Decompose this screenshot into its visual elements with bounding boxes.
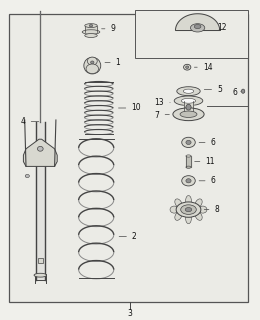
- Text: 8: 8: [204, 205, 219, 214]
- Text: 2: 2: [119, 232, 137, 241]
- Ellipse shape: [186, 155, 191, 157]
- Text: 9: 9: [102, 24, 115, 33]
- Ellipse shape: [82, 30, 100, 34]
- Ellipse shape: [87, 57, 97, 65]
- Ellipse shape: [34, 273, 47, 277]
- Ellipse shape: [184, 64, 191, 70]
- Ellipse shape: [25, 174, 29, 178]
- Ellipse shape: [85, 34, 97, 37]
- Ellipse shape: [84, 57, 101, 74]
- Ellipse shape: [181, 98, 196, 103]
- Text: 12: 12: [217, 23, 227, 32]
- Ellipse shape: [176, 202, 201, 217]
- Text: 5: 5: [204, 85, 222, 94]
- Text: 13: 13: [155, 98, 170, 107]
- Ellipse shape: [181, 205, 196, 214]
- Polygon shape: [85, 26, 97, 32]
- Ellipse shape: [186, 213, 191, 224]
- Ellipse shape: [186, 66, 189, 68]
- Ellipse shape: [242, 89, 245, 93]
- Text: 6: 6: [199, 176, 216, 185]
- Text: 11: 11: [195, 157, 215, 166]
- Polygon shape: [23, 139, 57, 166]
- Ellipse shape: [186, 140, 191, 145]
- Ellipse shape: [182, 137, 195, 148]
- Ellipse shape: [195, 199, 202, 208]
- Ellipse shape: [170, 206, 178, 213]
- Bar: [9, 14, 248, 302]
- Ellipse shape: [183, 89, 194, 93]
- FancyBboxPatch shape: [38, 258, 43, 263]
- Ellipse shape: [175, 212, 182, 220]
- Ellipse shape: [186, 196, 191, 206]
- Text: 6: 6: [199, 138, 216, 147]
- Text: 4: 4: [21, 117, 39, 126]
- Ellipse shape: [86, 64, 99, 74]
- Text: 1: 1: [105, 58, 120, 67]
- Ellipse shape: [175, 199, 182, 208]
- Text: 6: 6: [233, 88, 241, 97]
- Polygon shape: [186, 156, 191, 167]
- Ellipse shape: [186, 104, 191, 110]
- Ellipse shape: [173, 108, 204, 121]
- Ellipse shape: [174, 96, 203, 106]
- Ellipse shape: [186, 179, 191, 183]
- Text: 7: 7: [155, 111, 169, 120]
- Text: 10: 10: [119, 103, 141, 113]
- Ellipse shape: [186, 166, 191, 168]
- Text: 3: 3: [128, 309, 132, 318]
- Ellipse shape: [177, 87, 200, 96]
- Ellipse shape: [89, 24, 93, 27]
- Ellipse shape: [199, 206, 207, 213]
- Bar: [135, 10, 248, 58]
- Text: 14: 14: [194, 63, 212, 72]
- Ellipse shape: [195, 212, 202, 220]
- Polygon shape: [176, 14, 220, 30]
- Ellipse shape: [182, 176, 195, 186]
- Ellipse shape: [85, 24, 97, 28]
- Ellipse shape: [190, 24, 205, 32]
- Ellipse shape: [37, 146, 43, 151]
- Polygon shape: [184, 101, 193, 114]
- Ellipse shape: [180, 111, 197, 117]
- Ellipse shape: [185, 208, 192, 212]
- Ellipse shape: [194, 25, 201, 28]
- Ellipse shape: [91, 61, 94, 64]
